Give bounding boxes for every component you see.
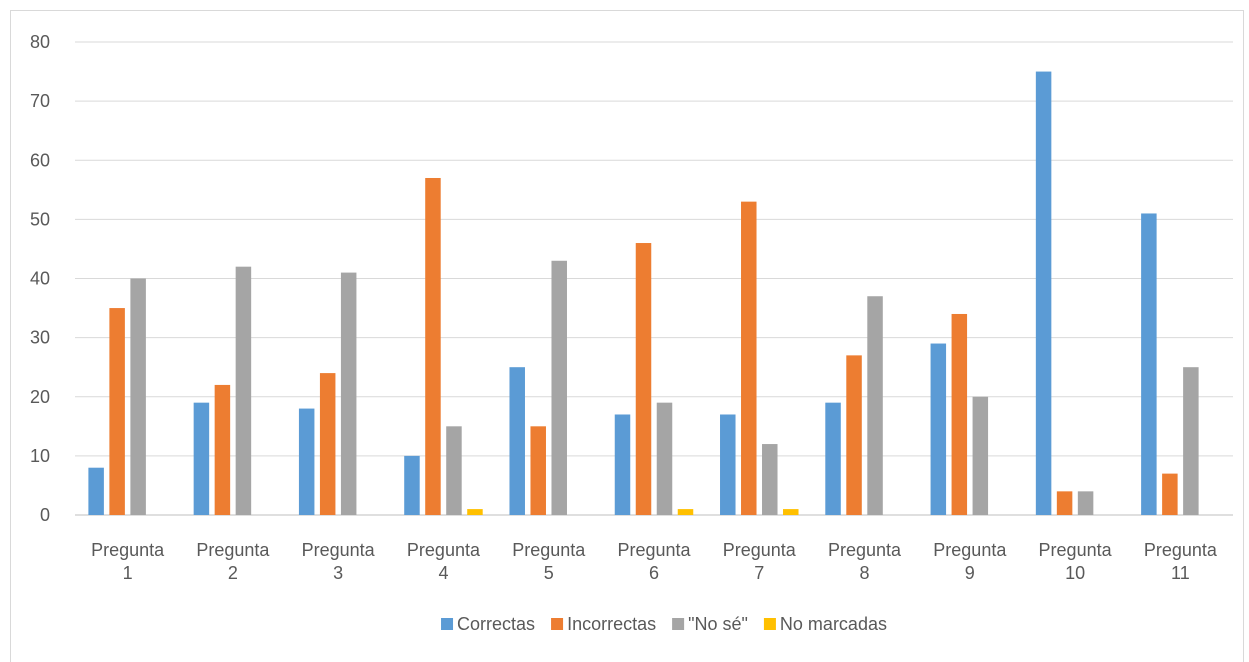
x-tick-label: Pregunta	[1144, 540, 1218, 560]
x-tick-label: Pregunta	[407, 540, 481, 560]
y-tick-label: 30	[30, 328, 50, 348]
bar-incorrectas	[741, 201, 757, 515]
bar-correctas	[404, 455, 420, 515]
bar-correctas	[298, 408, 315, 515]
bar-correctas	[1035, 71, 1052, 515]
bar-incorrectas	[1162, 473, 1178, 515]
x-tick-label: 7	[754, 563, 764, 583]
legend-swatch	[763, 618, 776, 630]
x-tick-label: 6	[649, 563, 659, 583]
x-tick-label: 11	[1171, 563, 1190, 583]
y-tick-label: 40	[30, 269, 50, 289]
bar-no-s	[1077, 491, 1094, 515]
x-tick-label: Pregunta	[1039, 540, 1113, 560]
bar-no-s	[446, 426, 462, 515]
x-tick-label: Pregunta	[617, 540, 691, 560]
bar-no-s	[130, 278, 146, 515]
bar-incorrectas	[530, 426, 546, 515]
y-tick-label: 50	[30, 209, 50, 229]
bar-correctas	[614, 414, 631, 515]
bar-no-s	[1183, 367, 1199, 515]
bar-correctas	[1141, 213, 1157, 515]
x-tick-label: Pregunta	[512, 540, 586, 560]
x-tick-label: 4	[438, 563, 448, 583]
legend-swatch	[672, 618, 685, 630]
bar-no-s	[656, 402, 673, 515]
x-tick-label: 3	[333, 563, 343, 583]
bar-correctas	[193, 402, 210, 515]
legend-swatch	[441, 618, 454, 630]
x-tick-label: Pregunta	[91, 540, 165, 560]
bar-incorrectas	[635, 243, 652, 515]
bar-no-s	[235, 266, 252, 515]
bar-correctas	[930, 343, 947, 515]
bar-incorrectas	[846, 355, 862, 515]
x-tick-label: Pregunta	[828, 540, 902, 560]
x-tick-label: 1	[123, 563, 133, 583]
bar-correctas	[509, 367, 525, 515]
x-tick-label: Pregunta	[302, 540, 376, 560]
x-tick-label: 5	[544, 563, 554, 583]
bar-no-marcadas	[783, 509, 799, 515]
x-tick-label: Pregunta	[723, 540, 797, 560]
x-tick-label: 9	[965, 563, 975, 583]
bar-no-s	[972, 396, 989, 515]
bar-correctas	[825, 402, 841, 515]
bar-correctas	[88, 467, 104, 515]
x-tick-label: 10	[1065, 563, 1085, 583]
x-tick-label: Pregunta	[196, 540, 270, 560]
bar-incorrectas	[1056, 491, 1073, 515]
bar-no-marcadas	[467, 509, 483, 515]
bar-incorrectas	[951, 313, 968, 515]
x-tick-label: Pregunta	[933, 540, 1007, 560]
x-tick-label: 2	[228, 563, 238, 583]
y-tick-label: 70	[30, 91, 50, 111]
y-tick-label: 10	[30, 446, 50, 466]
bar-incorrectas	[319, 373, 336, 515]
y-tick-label: 80	[30, 32, 50, 52]
x-tick-label: 8	[860, 563, 870, 583]
bar-incorrectas	[109, 308, 125, 515]
bar-no-s	[340, 272, 357, 515]
legend-label: Correctas	[457, 614, 535, 634]
bar-correctas	[720, 414, 736, 515]
bar-no-s	[867, 296, 883, 515]
y-tick-label: 60	[30, 150, 50, 170]
bar-no-marcadas	[677, 509, 694, 515]
y-tick-label: 0	[40, 505, 50, 525]
legend-swatch	[551, 618, 564, 630]
legend-label: "No sé"	[688, 614, 748, 634]
bar-incorrectas	[425, 177, 441, 516]
bar-no-s	[551, 260, 567, 515]
bar-no-s	[762, 444, 778, 515]
legend-label: No marcadas	[780, 614, 887, 634]
bar-incorrectas	[214, 384, 231, 515]
legend-label: Incorrectas	[567, 614, 656, 634]
y-tick-label: 20	[30, 387, 50, 407]
